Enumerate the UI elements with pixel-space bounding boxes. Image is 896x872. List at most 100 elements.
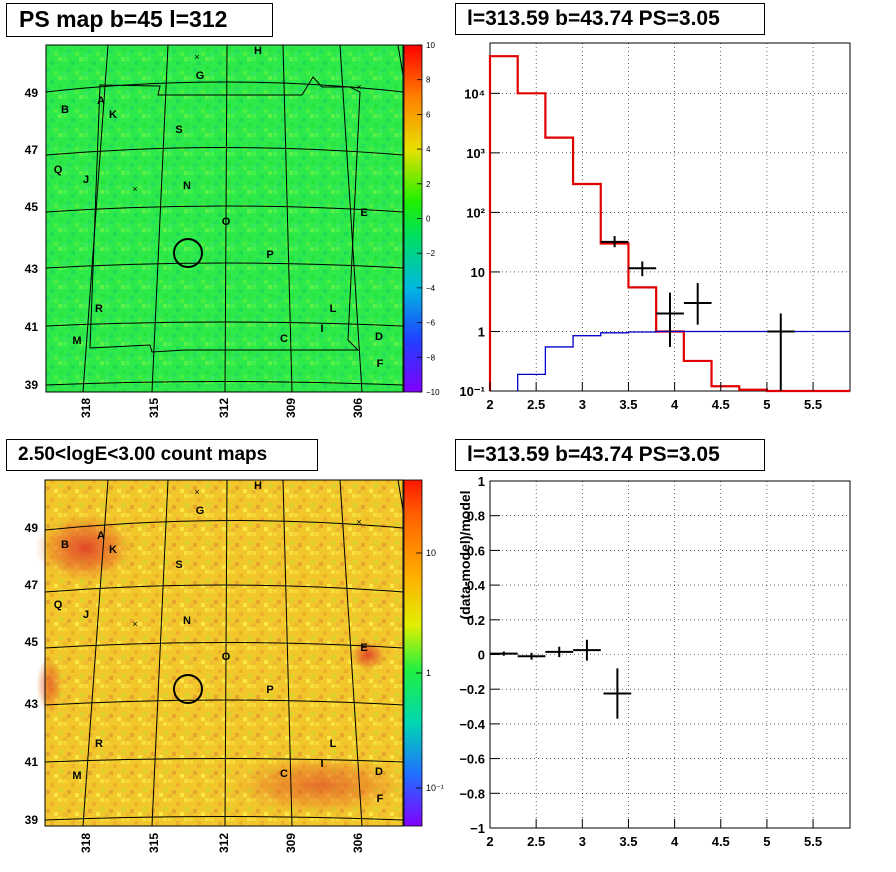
source-label-f: F [377,793,384,805]
lon-tick-label: 306 [351,398,365,418]
y-tick-label: 1 [478,324,485,339]
source-marker-x: × [356,82,361,92]
ps-map-lat-axis: 49 47 45 43 41 39 [25,86,39,392]
count-map-lon-axis: 318 315 312 309 306 [79,833,365,853]
source-label-d: D [375,766,383,778]
lon-tick-label: 312 [217,833,231,853]
lon-tick-label: 318 [79,833,93,853]
source-label-e: E [360,207,367,219]
y-tick-label: 10³ [466,146,485,161]
count-map-source-labels: H G B AK S Q J N E O P R LI M C D F × × × [54,480,384,805]
source-label-b: B [61,539,69,551]
lat-tick-label: 49 [25,521,39,535]
colorbar-tick-label: 10⁻¹ [426,783,444,793]
residual-ylabel: (data-model)/model [457,490,473,619]
x-tick-label: 4.5 [712,397,730,412]
count-map-hotspot-west [36,655,64,715]
source-label-b: B [61,104,69,116]
source-label-o: O [222,216,231,228]
x-tick-label: 3.5 [619,397,637,412]
x-tick-label: 3 [579,397,586,412]
source-label-a: A [97,530,105,542]
source-label-s: S [175,559,182,571]
count-map-colorbar [403,479,423,827]
lon-tick-label: 309 [284,833,298,853]
count-map-graticule [44,479,404,827]
residual-series [490,639,632,719]
x-tick-label: 5.5 [804,397,822,412]
x-tick-label: 5 [763,397,770,412]
count-map-hotspot-c [230,755,410,815]
source-label-e: E [360,642,367,654]
source-label-m: M [72,335,81,347]
residual-grid [490,481,850,828]
source-label-l: L [330,738,337,750]
lat-tick-label: 41 [25,320,39,334]
lat-tick-label: 47 [25,143,39,157]
spectrum-axes: 2 2.5 3 3.5 4 4.5 5 5.5 10⁻¹ 1 10 10² 10³ 10⁴ [459,86,822,412]
y-tick-label: 0.6 [467,543,485,558]
spectrum-grid [490,43,850,391]
y-tick-label: −0.8 [459,786,485,801]
x-tick-label: 4 [671,834,679,849]
source-label-j: J [83,174,89,186]
ps-map-lon-axis: 318 315 312 309 306 [79,398,365,418]
x-tick-label: 3 [579,834,586,849]
spectrum-title: l=313.59 b=43.74 PS=3.05 [455,3,765,35]
source-label-h: H [254,480,262,492]
source-marker-x: × [132,184,137,194]
colorbar-tick-label: 10 [426,41,435,50]
ps-map-source-labels: H G B AK S Q J N E O P R LI M C D F × × × [54,45,384,370]
lat-tick-label: 43 [25,697,39,711]
source-label-r: R [95,738,103,750]
source-label-p: P [266,684,273,696]
colorbar-tick-label: −8 [426,353,436,362]
source-label-s: S [175,124,182,136]
y-tick-label: 1 [478,474,485,489]
y-tick-label: 0.2 [467,613,485,628]
source-label-c: C [280,768,288,780]
y-tick-label: 10⁻¹ [459,384,485,399]
y-tick-label: −0.2 [459,682,485,697]
source-label-g: G [196,505,205,517]
y-tick-label: 0.4 [467,578,486,593]
x-tick-label: 5 [763,834,770,849]
spectrum-panel: 2 2.5 3 3.5 4 4.5 5 5.5 10⁻¹ 1 10 10² 10³ 10⁴ [459,42,851,412]
source-label-m: M [72,770,81,782]
source-label-f: F [377,358,384,370]
colorbar-tick-label: −2 [426,249,436,258]
y-tick-label: 10² [466,205,485,220]
source-label-k: K [109,109,117,121]
colorbar-tick-label: 2 [426,180,431,189]
source-label-n: N [183,180,191,192]
colorbar-tick-label: 6 [426,110,431,119]
y-tick-label: 0.8 [467,509,485,524]
colorbar-tick-label: 1 [426,668,431,678]
x-tick-label: 2.5 [527,397,545,412]
source-label-d: D [375,331,383,343]
y-tick-label: 10⁴ [464,86,485,101]
ps-map-graticule [45,44,404,393]
source-label-i: I [320,758,323,770]
source-label-l: L [330,303,337,315]
lon-tick-label: 315 [147,398,161,418]
count-map-title: 2.50<logE<3.00 count maps [6,439,318,471]
y-tick-label: 0 [478,648,485,663]
count-map-target-circle [173,674,203,704]
count-map-colorbar-ticks: 10 1 10⁻¹ [416,548,444,793]
source-marker-x: × [356,517,361,527]
colorbar-tick-label: −10 [426,388,440,397]
colorbar-tick-label: 10 [426,548,436,558]
count-map-lat-axis: 49 47 45 43 41 39 [25,521,39,827]
count-map-frame [44,479,404,827]
lon-tick-label: 312 [217,398,231,418]
y-tick-label: −1 [470,821,485,836]
lon-tick-label: 315 [147,833,161,853]
source-label-k: K [109,544,117,556]
lon-tick-label: 318 [79,398,93,418]
lat-tick-label: 45 [25,200,39,214]
step-series-1 [517,330,850,391]
residual-panel: 2 2.5 3 3.5 4 4.5 5 5.5 1 0.8 0.6 0.4 0.2 0 −0.2 −0.4 −0… [457,474,851,849]
